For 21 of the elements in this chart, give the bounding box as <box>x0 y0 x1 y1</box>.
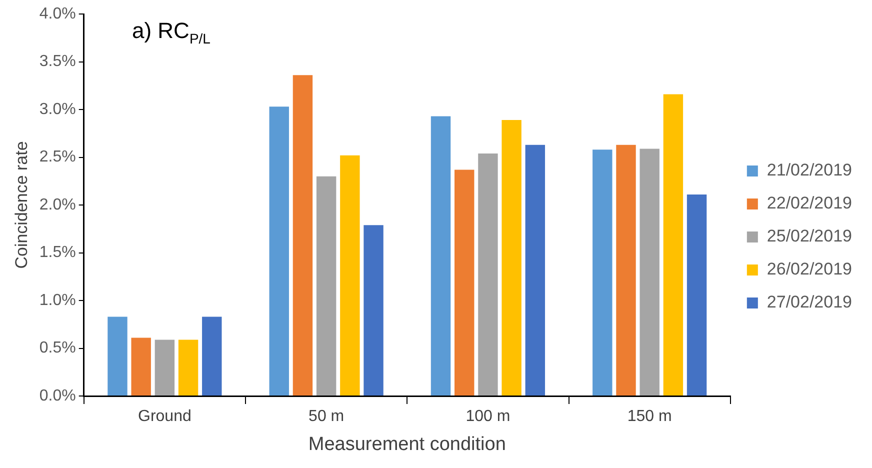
y-tick-label: 1.5% <box>39 244 76 262</box>
legend-label: 22/02/2019 <box>766 194 852 213</box>
y-tick-label: 0.0% <box>39 387 76 404</box>
chart-title: a) RC$_{P/L}$ <box>132 18 210 46</box>
legend-label: 25/02/2019 <box>766 226 852 246</box>
y-tick-label: 3.5% <box>39 53 76 70</box>
x-tick-label: Ground <box>138 408 192 426</box>
y-tick-label: 1.0% <box>39 292 76 309</box>
y-tick-label: 2.5% <box>39 148 76 166</box>
x-tick-label: 50 m <box>308 408 344 426</box>
legend-label: 21/02/2019 <box>766 160 852 180</box>
x-axis-title: Measurement condition <box>308 434 506 455</box>
legend-label: 27/02/2019 <box>766 292 852 312</box>
y-tick-label: 0.5% <box>39 340 76 357</box>
legend-label: 26/02/2019 <box>766 260 852 279</box>
y-tick-label: 3.0% <box>39 100 76 118</box>
x-tick-label: 150 m <box>627 408 672 426</box>
y-tick-label: 4.0% <box>39 5 76 22</box>
y-tick-label: 2.0% <box>39 196 76 214</box>
y-axis-title: Coincidence rate <box>12 141 31 269</box>
x-tick-label: 100 m <box>466 408 510 426</box>
